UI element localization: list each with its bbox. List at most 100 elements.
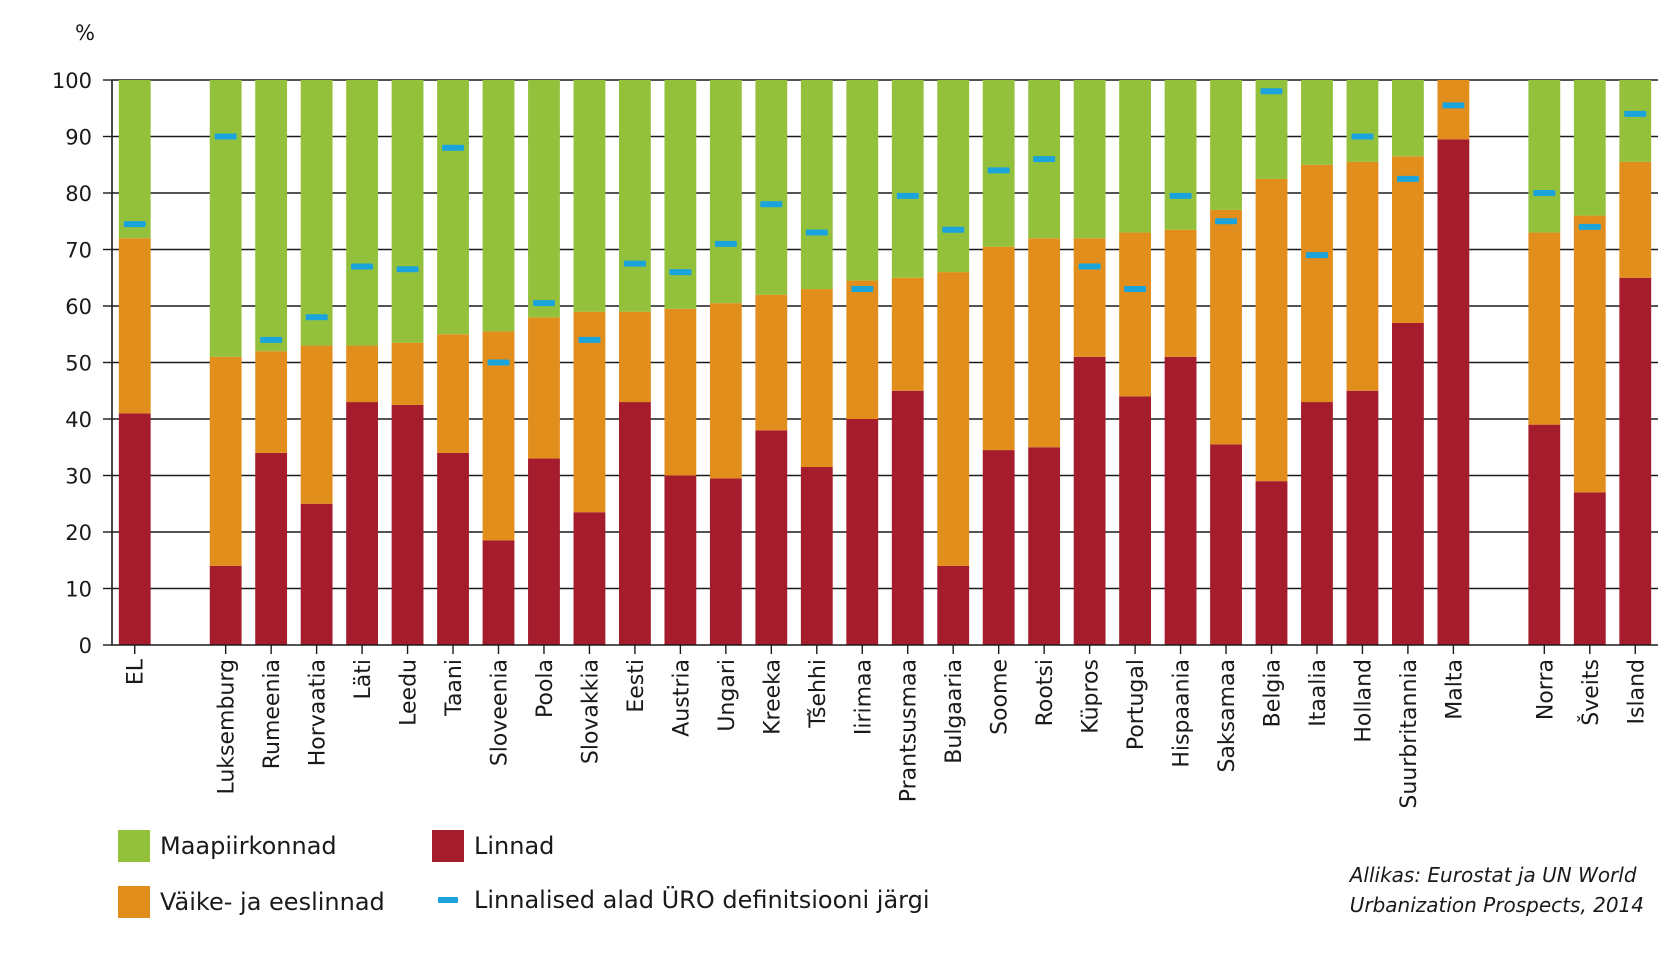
bar-EL-0 [118, 413, 151, 645]
y-tick-label: 90 [65, 126, 92, 150]
x-category-label: Belgia [1261, 659, 1286, 727]
un-marker-Norra [1533, 190, 1556, 196]
legend-label: Linnalised alad ÜRO definitsiooni järgi [474, 886, 930, 914]
un-marker-Island [1624, 110, 1647, 117]
un-marker-Taani [442, 144, 465, 151]
legend-label: Linnad [474, 832, 555, 860]
x-category-label: Poola [533, 659, 558, 718]
un-marker-Itaalia [1305, 252, 1328, 259]
un-marker-Bulgaaria [942, 226, 965, 233]
bar-Iirimaa-1 [846, 280, 879, 419]
un-marker-Holland [1351, 133, 1374, 140]
x-category-label: Ungari [715, 659, 740, 732]
bar-Leedu-0 [391, 404, 424, 645]
bar-Saksamaa-1 [1210, 209, 1242, 445]
x-category-label: Küpros [1079, 659, 1104, 734]
bar-Itaalia-1 [1301, 164, 1333, 403]
x-category-label: Leedu [397, 659, 422, 726]
x-category-label: Itaalia [1306, 659, 1331, 727]
un-marker-Soome [987, 167, 1010, 174]
bar-Taani-1 [437, 334, 469, 453]
un-marker-Läti [351, 263, 374, 270]
x-category-label: Portugal [1124, 659, 1149, 750]
x-category-label: Slovakkia [578, 659, 603, 764]
bar-Rumeenia-0 [255, 452, 288, 645]
bar-Küpros-1 [1073, 238, 1106, 357]
bar-Läti-2 [346, 80, 379, 346]
x-category-label: Austria [669, 659, 694, 737]
bar-Leedu-2 [391, 80, 424, 343]
bar-Ungari-0 [709, 478, 742, 645]
legend-swatch-red [432, 830, 464, 862]
bar-Island-0 [1619, 277, 1652, 645]
bar-Läti-0 [346, 402, 379, 645]
x-category-label: Bulgaaria [942, 659, 967, 764]
un-marker-Belgia [1260, 88, 1283, 95]
un-marker-Suurbritannia [1396, 175, 1419, 182]
bar-Leedu-1 [391, 342, 424, 405]
bar-Sloveenia-0 [482, 540, 515, 645]
bar-Sloveenia-1 [482, 331, 515, 541]
bar-Küpros-2 [1073, 80, 1106, 239]
source-line-2: Urbanization Prospects, 2014 [1349, 893, 1644, 917]
legend-label: Maapiirkonnad [160, 832, 337, 860]
bar-Rootsi-1 [1028, 238, 1061, 448]
bar-Suurbritannia-1 [1391, 156, 1424, 323]
legend-dash-blue [438, 897, 458, 903]
bar-EL-2 [118, 80, 151, 239]
x-category-label: Kreeka [760, 659, 785, 735]
bar-Malta-1 [1437, 80, 1470, 140]
bar-Austria-0 [664, 475, 697, 645]
y-tick-label: 50 [65, 352, 92, 376]
bar-Ungari-1 [709, 303, 742, 479]
bar-Hispaania-2 [1164, 80, 1197, 230]
bar-Soome-0 [982, 450, 1015, 645]
un-marker-Poola [532, 300, 555, 307]
bar-Eesti-0 [618, 402, 651, 645]
y-axis-label: % [75, 21, 95, 45]
bar-Portugal-1 [1119, 232, 1152, 397]
bar-Rumeenia-2 [255, 80, 288, 352]
bar-Prantsusmaa-2 [891, 80, 924, 278]
un-marker-Kreeka [760, 201, 783, 208]
bar-Iirimaa-2 [846, 80, 879, 281]
bar-Poola-2 [528, 80, 560, 318]
bar-Sloveenia-2 [482, 80, 515, 332]
bar-Rumeenia-1 [255, 351, 288, 453]
bar-Kreeka-0 [755, 430, 788, 645]
bar-Tšehhi-0 [800, 467, 833, 645]
bar-Holland-0 [1346, 390, 1379, 645]
bar-Taani-0 [437, 452, 469, 645]
bar-Malta-0 [1437, 139, 1470, 645]
bar-Šveits-1 [1573, 215, 1606, 493]
x-category-label: Rootsi [1033, 659, 1058, 726]
x-category-label: Norra [1533, 659, 1558, 720]
un-marker-Portugal [1124, 286, 1147, 293]
bar-Hispaania-0 [1164, 356, 1197, 645]
y-tick-label: 70 [65, 239, 92, 263]
x-category-label: Taani [442, 659, 467, 717]
bar-Portugal-0 [1119, 396, 1152, 645]
un-marker-Saksamaa [1215, 218, 1238, 225]
legend-item-uro-definitsioon: Linnalised alad ÜRO definitsiooni järgi [432, 886, 930, 914]
bar-Bulgaaria-0 [937, 565, 970, 645]
x-category-label: EL [124, 658, 149, 685]
bar-Itaalia-2 [1301, 80, 1333, 165]
bar-Poola-1 [528, 317, 560, 459]
axes: 0 10 20 30 40 50 60 70 80 90 100% EL Luksemburg Rumee… [52, 21, 1658, 809]
y-tick-label: 40 [65, 408, 92, 432]
x-category-label: Suurbritannia [1397, 659, 1422, 809]
bar-Saksamaa-2 [1210, 80, 1242, 210]
un-marker-Ungari [714, 240, 737, 247]
bars [118, 80, 1652, 645]
x-category-label: Holland [1351, 659, 1376, 743]
x-category-label: Prantsusmaa [897, 659, 922, 802]
bar-Slovakkia-2 [573, 80, 606, 312]
bar-Suurbritannia-2 [1391, 80, 1424, 157]
grid-lines [112, 79, 1658, 590]
legend-item-maapiirkonnad: Maapiirkonnad [118, 830, 337, 862]
un-marker-Horvaatia [305, 314, 328, 321]
legend-swatch-green [118, 830, 150, 862]
bar-Küpros-0 [1073, 356, 1106, 645]
bar-Slovakkia-1 [573, 311, 606, 513]
